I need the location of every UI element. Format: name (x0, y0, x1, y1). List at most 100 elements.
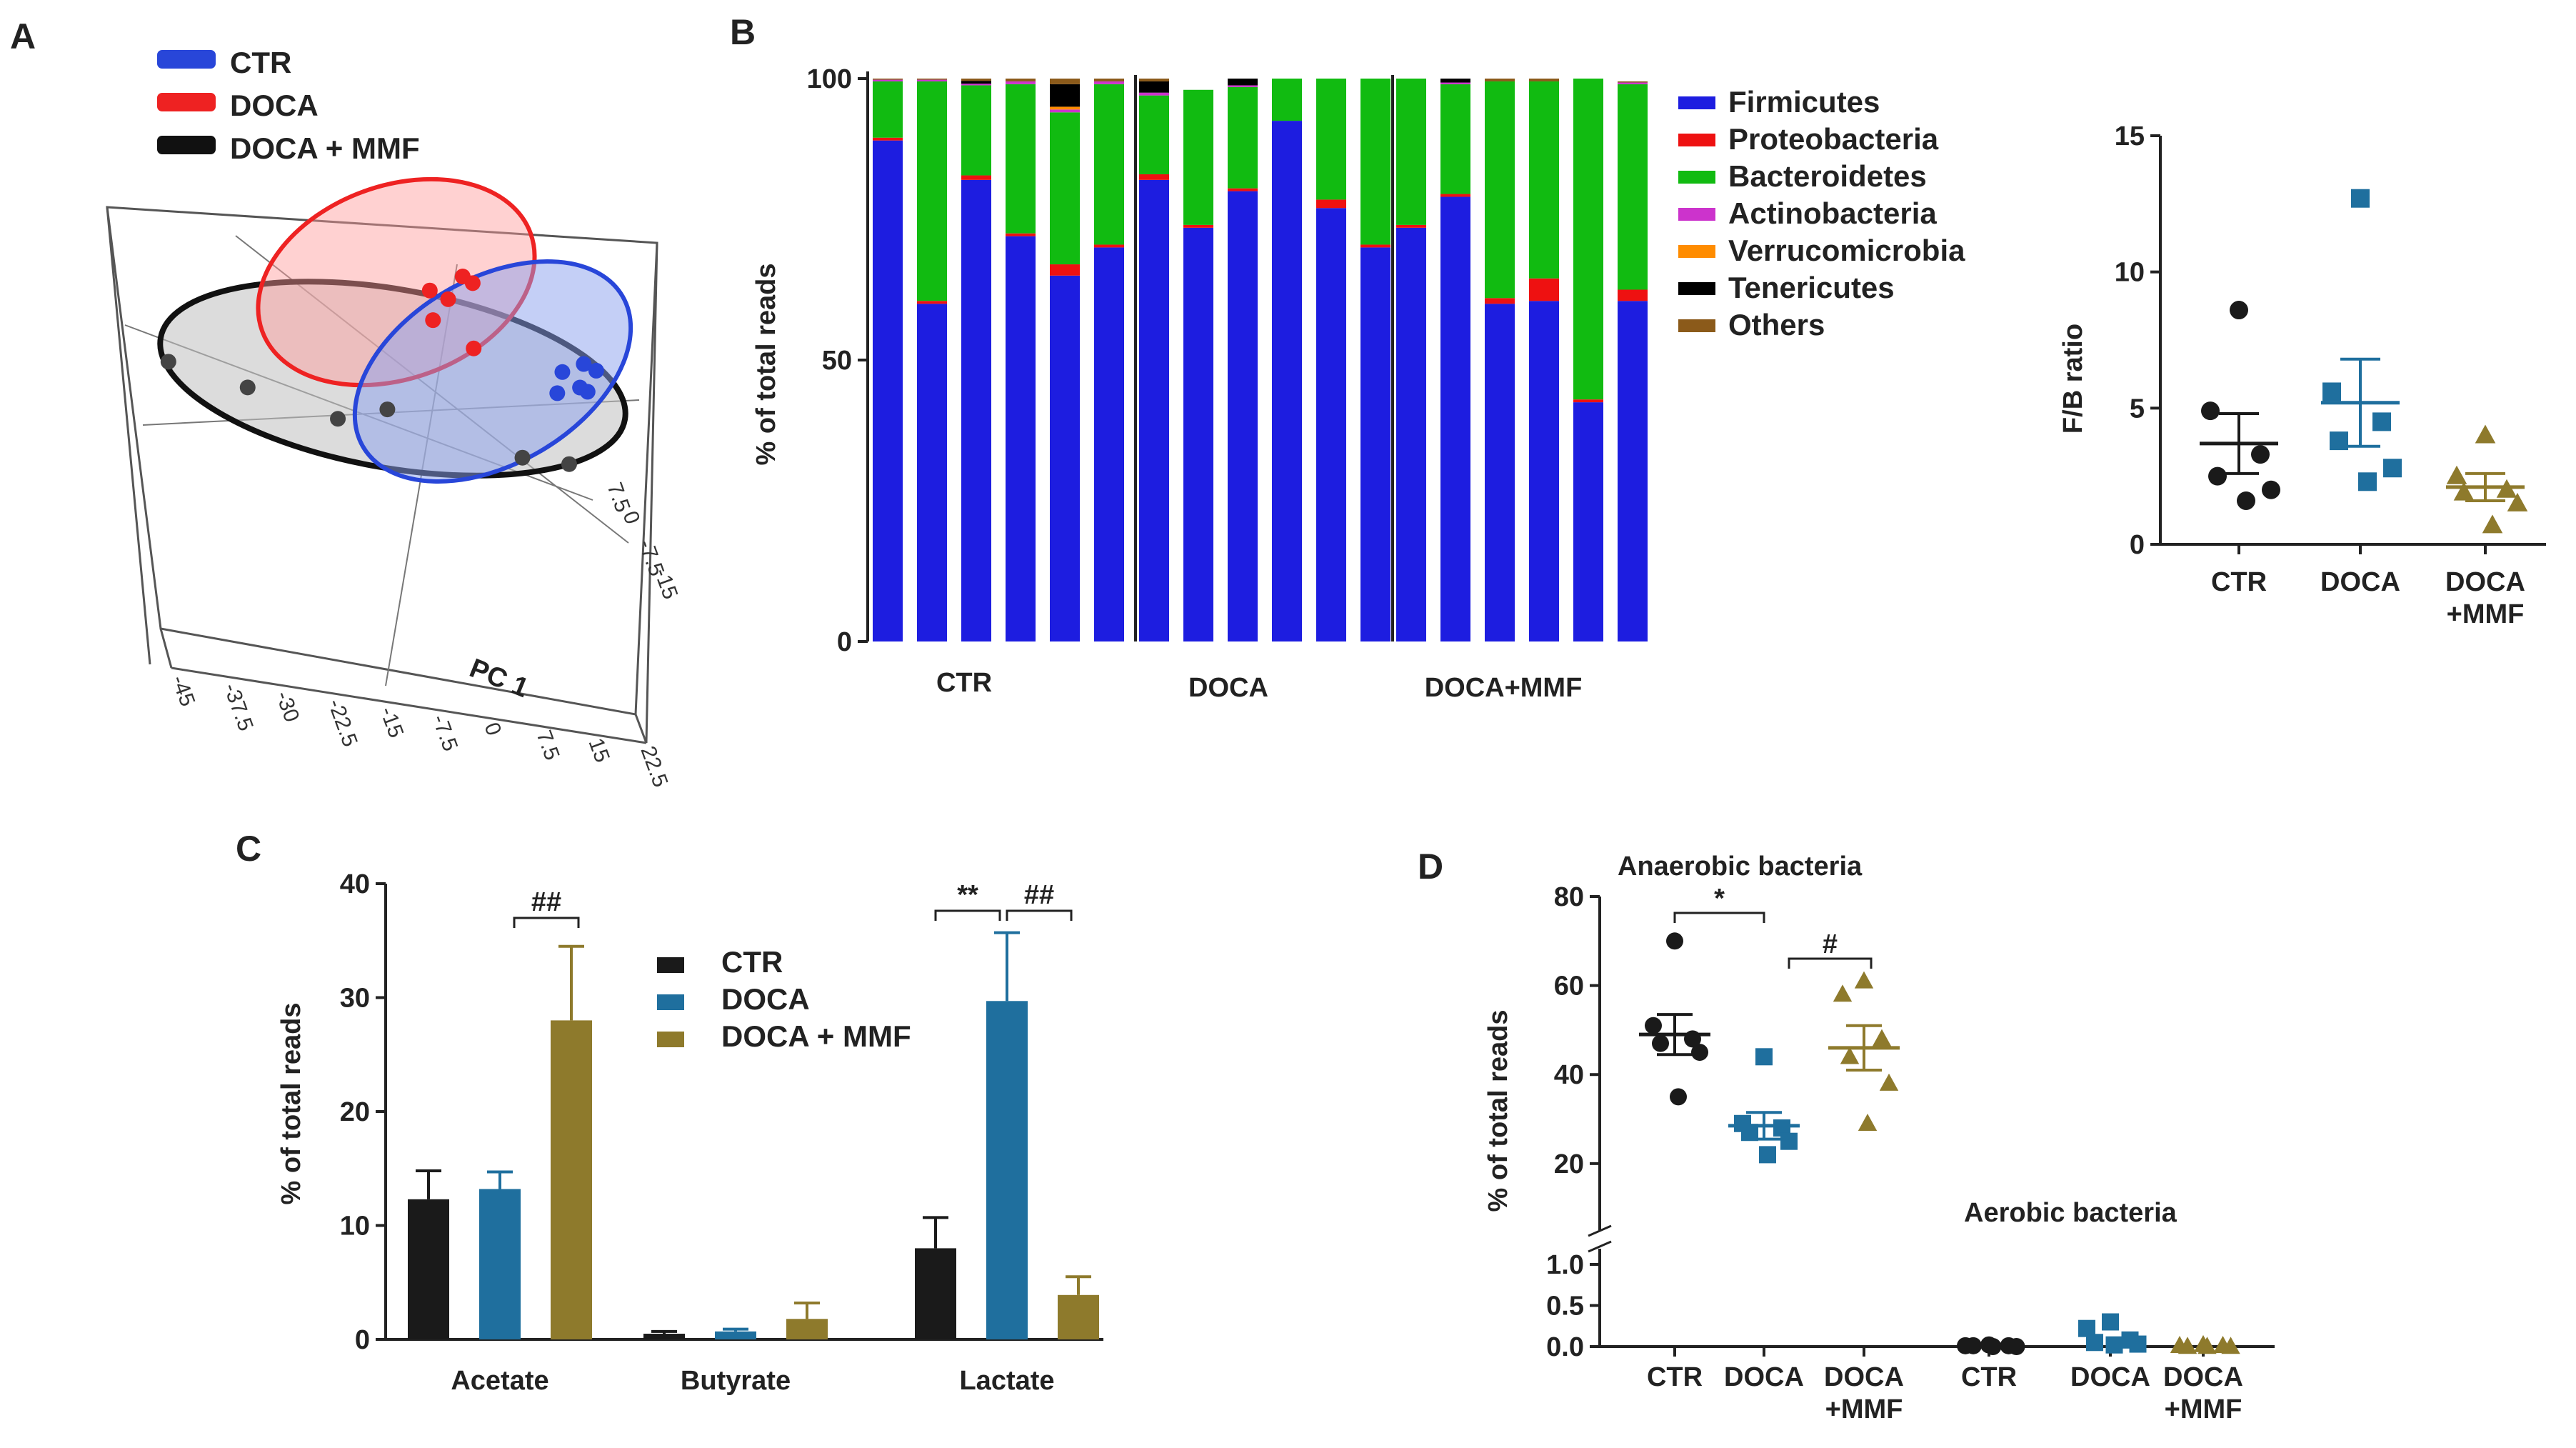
fb-ratio-ylabel: F/B ratio (2058, 324, 2088, 434)
stacked-bar-15-seg-0 (1529, 301, 1559, 641)
pcoa-tick-6: 0 (479, 719, 506, 739)
scfa-annotation-2: ## (1024, 880, 1054, 910)
pcoa-point-0-0 (549, 385, 566, 401)
stacked-bar-14-seg-6 (1485, 79, 1515, 81)
oxygen-point-1-4 (1780, 1132, 1798, 1150)
fb-ratio-point-0-2 (2251, 445, 2270, 464)
stacked-bar-8-seg-5 (1228, 79, 1258, 86)
pcoa-point-1-4 (425, 312, 441, 329)
stacked-bar-8-seg-1 (1228, 188, 1258, 191)
oxygen-point-1-5 (1759, 1146, 1776, 1164)
oxygen-point-0-3 (1652, 1034, 1669, 1052)
pcoa-tick-2: -30 (271, 688, 304, 725)
fb-ratio-point-1-4 (2383, 459, 2402, 478)
phylum-legend-swatch-3 (1678, 208, 1715, 221)
oxygen-lower-ytick-label-1: 0.5 (1546, 1292, 1584, 1322)
stacked-bar-1-seg-6 (917, 79, 947, 80)
subtitle-aerobic: Aerobic bacteria (1964, 1198, 2177, 1228)
stacked-bar-group-label-1: DOCA (1188, 673, 1268, 703)
stacked-bar-axis: 0 50 100 CTR DOCA DOCA+MMF (807, 64, 1583, 703)
fb-ratio-ytick-label-0: 0 (2130, 530, 2145, 560)
fb-ratio-point-1-2 (2372, 412, 2391, 431)
stacked-bar-group-label-2: DOCA+MMF (1425, 673, 1583, 703)
fb-ratio-point-0-0 (2230, 301, 2248, 320)
oxygen-point-3-4 (2008, 1338, 2025, 1355)
fb-ratio-point-2-4 (2507, 492, 2528, 511)
scfa-bar-1-2 (786, 1319, 828, 1339)
stacked-bar-7-seg-1 (1183, 224, 1213, 228)
stacked-bar-5-seg-3 (1094, 81, 1124, 84)
phylum-legend-label-2: Bacteroidetes (1728, 159, 1927, 193)
legend-swatch-ctr (157, 50, 216, 69)
oxygen-xtick-label-3-0: CTR (1961, 1362, 2017, 1392)
stacked-bar-8-seg-0 (1228, 191, 1258, 642)
stacked-bar-7-seg-0 (1183, 227, 1213, 641)
oxygen-upper-ytick-label-3: 80 (1554, 882, 1584, 912)
phylum-legend-label-4: Verrucomicrobia (1728, 234, 1965, 267)
phylum-legend-swatch-4 (1678, 245, 1715, 258)
stacked-bar-6-seg-1 (1139, 174, 1169, 180)
stacked-bar-6-seg-6 (1139, 79, 1169, 81)
scfa-bracket-0 (513, 917, 580, 928)
fb-ratio-point-2-0 (2475, 424, 2496, 444)
stacked-bar-12-seg-1 (1396, 224, 1426, 228)
fb-ratio-point-2-2 (2496, 479, 2517, 498)
fb-ratio-xtick-label-2-0: DOCA (2445, 567, 2525, 597)
stacked-bar-14-seg-2 (1485, 81, 1515, 299)
phylum-legend: FirmicutesProteobacteriaBacteroidetesAct… (1678, 85, 1965, 341)
scfa-legend-label-2: DOCA + MMF (721, 1019, 911, 1053)
oxygen-point-3-5 (1984, 1338, 2002, 1355)
stacked-bar-4-seg-1 (1050, 264, 1080, 276)
pcoa-ellipses (157, 176, 633, 484)
pcoa-legend: CTR DOCA DOCA + MMF (157, 46, 420, 165)
fb-ratio-ytick-label-2: 10 (2115, 258, 2145, 288)
stacked-bar-13-seg-0 (1440, 196, 1470, 642)
stacked-bar-9-seg-2 (1272, 79, 1302, 121)
pcoa-point-0-5 (579, 384, 596, 400)
pcoa-point-2-3 (379, 401, 396, 418)
stacked-bar-6-seg-3 (1139, 92, 1169, 96)
pcoa-point-0-3 (554, 364, 571, 380)
stacked-bar-0-seg-2 (873, 81, 903, 138)
pcoa-axis-label: PC 1 (466, 653, 533, 704)
panel-label-d: D (1418, 847, 1443, 887)
scfa-bar-0-1 (479, 1189, 521, 1339)
pcoa-point-0-2 (576, 356, 592, 372)
oxygen-ylabel: % of total reads (1483, 1010, 1513, 1212)
fb-ratio-points (2200, 189, 2528, 534)
stacked-bar-16-seg-1 (1573, 399, 1603, 403)
pcoa-point-1-0 (421, 282, 438, 299)
pcoa-tick-5: -7.5 (427, 711, 462, 754)
stacked-bar-4-seg-0 (1050, 275, 1080, 641)
stacked-bar-10-seg-0 (1316, 208, 1346, 641)
stacked-bar-5-seg-0 (1094, 247, 1124, 641)
pcoa-point-1-5 (466, 340, 482, 356)
scfa-bar-2-1 (986, 1001, 1028, 1339)
pcoa-point-1-1 (440, 291, 456, 307)
oxygen-point-2-2 (1872, 1029, 1892, 1047)
scfa-ytick-label-2: 20 (340, 1097, 370, 1127)
stacked-bar-1-seg-0 (917, 304, 947, 641)
stacked-bar-panel: 0 50 100 CTR DOCA DOCA+MMF FirmicutesProteoba… (751, 64, 1965, 703)
stacked-bar-17-seg-1 (1618, 289, 1648, 301)
scfa-legend-label-0: CTR (721, 945, 783, 979)
scfa-bracket-2 (1006, 909, 1073, 921)
panel-label-c: C (236, 829, 261, 869)
fb-ratio-point-2-1 (2446, 465, 2467, 484)
phylum-legend-swatch-6 (1678, 319, 1715, 332)
oxygen-xtick-label-5-0: DOCA (2163, 1362, 2243, 1392)
oxygen-point-3-3 (1965, 1337, 1982, 1354)
stacked-bar-8-seg-3 (1228, 85, 1258, 87)
stacked-bar-14-seg-0 (1485, 304, 1515, 641)
stacked-bar-7-seg-2 (1183, 89, 1213, 225)
oxygen-lower-ytick-label-2: 1.0 (1546, 1250, 1584, 1280)
oxygen-xtick-label-5-1: +MMF (2165, 1394, 2242, 1424)
pcoa-tick-3: -22.5 (323, 696, 361, 750)
stacked-bar-4-seg-2 (1050, 112, 1080, 265)
fb-ratio-point-1-5 (2358, 472, 2377, 491)
scfa-legend-swatch-1 (657, 994, 684, 1010)
fb-ratio-point-0-4 (2262, 480, 2280, 499)
oxygen-point-4-3 (2086, 1334, 2103, 1352)
stacked-bar-15-seg-6 (1529, 79, 1559, 81)
